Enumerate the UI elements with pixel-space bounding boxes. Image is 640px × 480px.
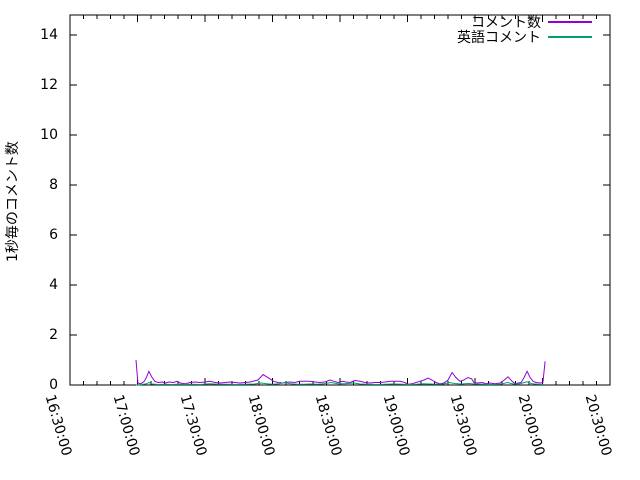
y-tick-label-8: 8 [49, 177, 58, 193]
plot-border [69, 14, 611, 386]
legend-line-sample-english [548, 35, 592, 38]
y-axis-title: 1秒毎のコメント数 [5, 141, 21, 262]
y-tick-label-14: 14 [40, 27, 58, 43]
axes [69, 14, 611, 386]
y-tick-label-10: 10 [40, 127, 58, 143]
y-tick-label-2: 2 [49, 327, 58, 343]
data-series [135, 359, 546, 386]
legend-label-comments: コメント数 [471, 14, 541, 31]
y-tick-label-6: 6 [49, 227, 58, 243]
legend: コメント数 英語コメント [457, 14, 592, 46]
y-tick-label-0: 0 [49, 377, 58, 393]
series-line-0 [135, 359, 546, 385]
legend-item-english: 英語コメント [457, 29, 592, 46]
legend-line-sample-comments [548, 20, 592, 23]
legend-item-comments: コメント数 [457, 14, 592, 31]
series-line-1 [135, 381, 544, 386]
y-tick-label-12: 12 [40, 77, 58, 93]
legend-label-english: 英語コメント [457, 29, 541, 46]
y-tick-label-4: 4 [49, 277, 58, 293]
